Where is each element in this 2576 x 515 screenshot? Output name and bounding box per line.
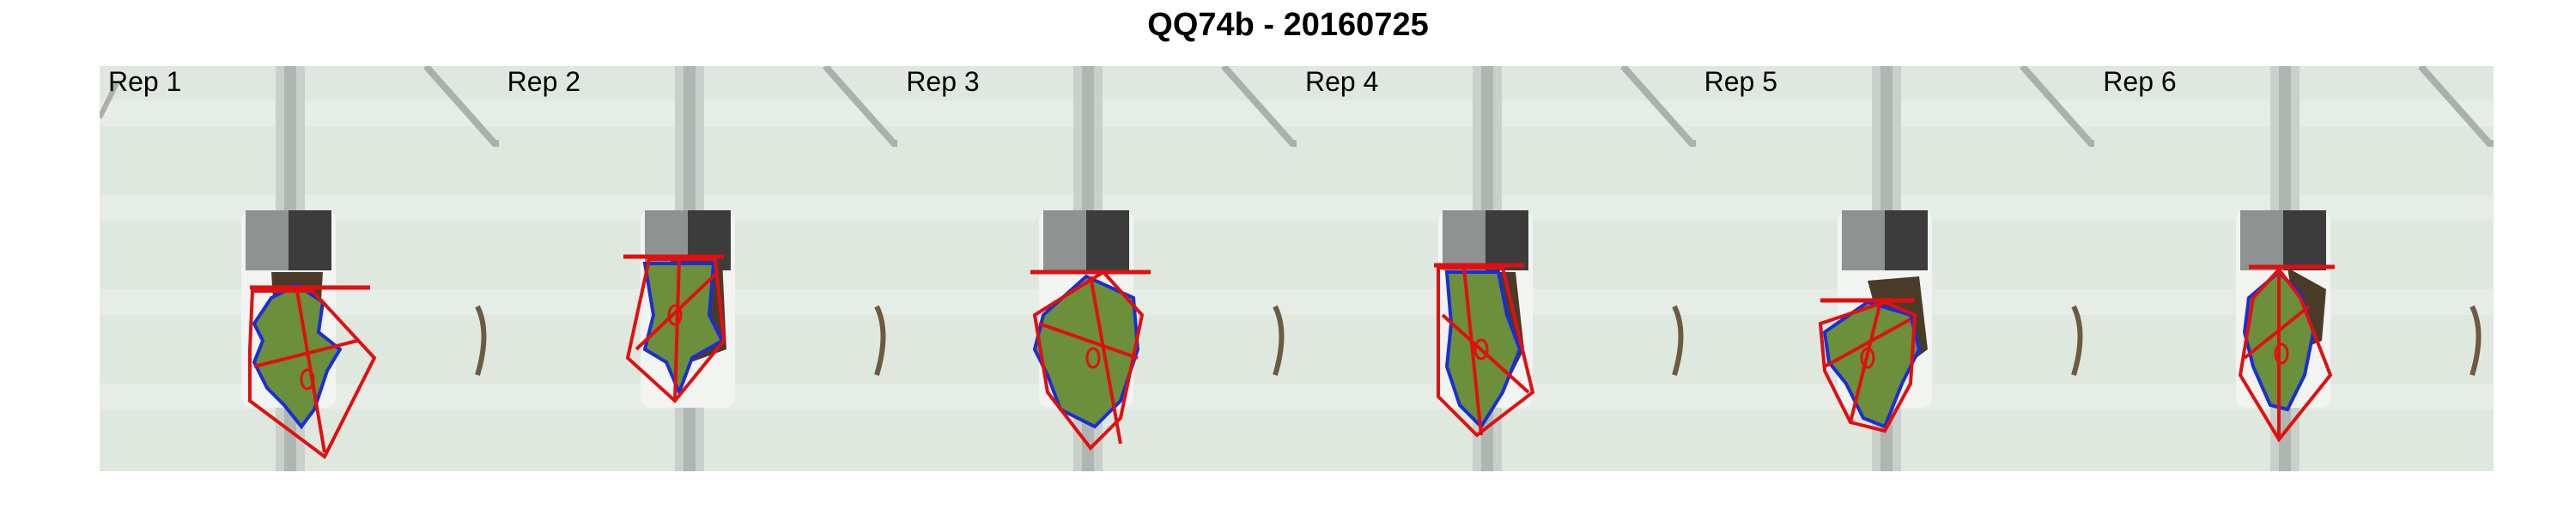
rep-panel-1: Rep 1 — [100, 66, 499, 471]
plant-image-1 — [100, 66, 499, 471]
plant-image-4 — [1296, 66, 1696, 471]
rep-label-5: Rep 5 — [1704, 66, 1778, 97]
rep-panel-4: Rep 4 — [1296, 66, 1696, 471]
rep-label-2: Rep 2 — [507, 66, 581, 97]
plant-image-2 — [498, 66, 898, 471]
plant-image-3 — [897, 66, 1297, 471]
panel-row: Rep 1 Rep 2 — [100, 66, 2494, 471]
rep-label-1: Rep 1 — [108, 66, 182, 97]
plant-image-5 — [1695, 66, 2095, 471]
rep-label-6: Rep 6 — [2103, 66, 2177, 97]
rep-panel-5: Rep 5 — [1695, 66, 2095, 471]
rep-panel-6: Rep 6 — [2094, 66, 2494, 471]
rep-label-4: Rep 4 — [1304, 66, 1379, 97]
rep-panel-3: Rep 3 — [897, 66, 1297, 471]
rep-label-3: Rep 3 — [906, 66, 980, 97]
rep-panel-2: Rep 2 — [498, 66, 898, 471]
plant-image-6 — [2094, 66, 2494, 471]
figure-title: QQ74b - 20160725 — [1147, 7, 1429, 43]
